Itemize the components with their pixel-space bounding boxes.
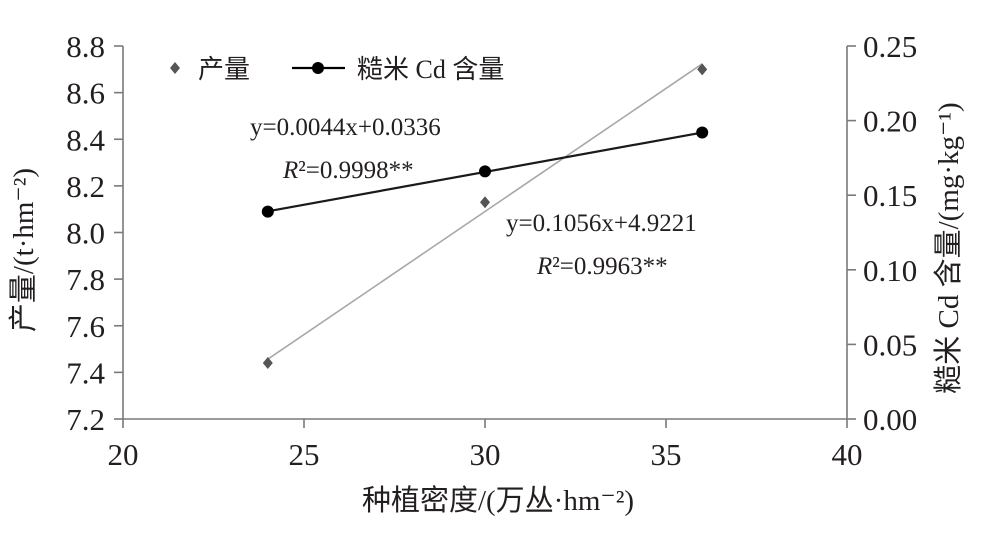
left-y-axis-label: 产量/(t·hm⁻²) xyxy=(7,168,40,332)
legend: 产量 糙米 Cd 含量 xyxy=(170,55,504,84)
cd-content-trendline-equation: y=0.0044x+0.0336 xyxy=(250,114,441,141)
left-y-tick-label: 7.8 xyxy=(66,262,105,297)
left-y-tick-label: 7.4 xyxy=(66,355,105,390)
yield-trendline-equation: y=0.1056x+4.9221 xyxy=(506,210,697,237)
left-y-tick-label: 8.4 xyxy=(66,122,105,157)
right-y-tick-label: 0.20 xyxy=(863,104,917,139)
x-tick-label: 35 xyxy=(651,437,682,472)
left-y-tick-label: 7.6 xyxy=(66,309,105,344)
left-y-tick-label: 8.8 xyxy=(66,29,105,64)
x-tick-label: 40 xyxy=(832,437,863,472)
yield-trendline xyxy=(267,63,703,360)
plot-marks xyxy=(261,63,709,370)
x-axis-label: 种植密度/(万丛·hm⁻²) xyxy=(362,484,634,517)
legend-cd-content-label: 糙米 Cd 含量 xyxy=(357,55,504,84)
x-tick-label: 25 xyxy=(289,437,320,472)
cd-content-trendline-r-squared: R²=0.9998** xyxy=(282,157,414,184)
right-y-tick-label: 0.15 xyxy=(863,178,917,213)
right-y-axis-label: 糙米 Cd 含量/(mg·kg⁻¹) xyxy=(932,102,965,393)
yield-data-point xyxy=(262,357,273,370)
left-y-tick-label: 8.6 xyxy=(66,76,105,111)
right-y-tick-label: 0.00 xyxy=(863,402,917,437)
right-y-tick-label: 0.10 xyxy=(863,253,917,288)
left-y-tick-label: 7.2 xyxy=(66,402,105,437)
cd-content-data-point xyxy=(479,165,491,178)
yield-data-point xyxy=(697,63,708,76)
legend-cd-content-circle-marker xyxy=(312,62,324,74)
right-y-tick-label: 0.05 xyxy=(863,327,917,362)
legend-yield-label: 产量 xyxy=(198,55,250,84)
right-y-tick-label: 0.25 xyxy=(863,29,917,64)
yield-trendline-r-squared: R²=0.9963** xyxy=(536,253,668,280)
axis-ticks: 20 25 30 35 40 7.2 7.4 7.6 7.8 8.0 8.2 8.4 8.6 8.8 0.0… xyxy=(66,29,917,472)
axes xyxy=(122,46,848,420)
left-y-tick-label: 8.0 xyxy=(66,216,105,251)
x-tick-label: 30 xyxy=(470,437,501,472)
cd-content-data-point xyxy=(696,126,709,139)
legend-yield-diamond-marker xyxy=(170,62,180,74)
left-y-tick-label: 8.2 xyxy=(66,169,105,204)
x-tick-label: 20 xyxy=(108,437,139,472)
yield-data-point xyxy=(480,196,490,209)
cd-content-data-point xyxy=(261,205,274,218)
